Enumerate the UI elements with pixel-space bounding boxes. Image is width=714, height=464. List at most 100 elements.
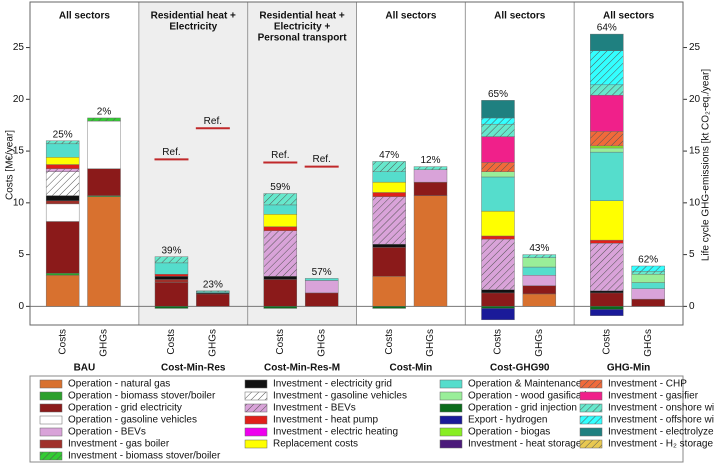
legend-swatch: [579, 439, 603, 449]
bar-segment: [154, 279, 189, 283]
bar-segment: [263, 214, 298, 227]
x-tick-label: Costs: [166, 329, 177, 355]
scope-label: All sectors: [385, 11, 437, 22]
legend-swatch: [439, 427, 463, 437]
bar-segment: [590, 50, 624, 86]
bar-segment: [590, 94, 624, 132]
bar-segment: [590, 33, 624, 51]
bar-segment: [590, 309, 624, 316]
bar-segment: [590, 243, 624, 292]
y-axis-title: Costs [M€/year]: [5, 130, 16, 200]
bar-segment: [481, 292, 515, 307]
bar-segment: [522, 285, 557, 295]
bar-label: 59%: [270, 182, 290, 193]
y2-tick-label: 20: [689, 94, 701, 105]
bar-segment: [263, 276, 298, 280]
legend-swatch: [439, 391, 463, 401]
bar-segment: [481, 308, 515, 321]
bar-segment: [590, 147, 624, 153]
ref-label: Ref.: [271, 150, 289, 161]
bar-segment: [481, 289, 515, 294]
bar-segment: [631, 298, 665, 307]
scenario-label: Cost-Min-Res: [161, 363, 226, 374]
bar-segment: [631, 274, 665, 283]
bar-label: 57%: [312, 267, 332, 278]
bar-segment: [45, 275, 80, 307]
bar-segment: [196, 290, 230, 293]
bar-segment: [372, 171, 406, 183]
bar-segment: [522, 266, 557, 276]
legend-swatch: [244, 439, 268, 449]
bar-segment: [263, 193, 298, 206]
legend-label: Operation - grid injection: [468, 403, 577, 414]
bar-segment: [522, 293, 557, 307]
y2-tick-label: 10: [689, 197, 701, 208]
x-tick-label: GHGs: [99, 329, 110, 357]
scenario-label: BAU: [74, 363, 96, 374]
y-tick-label: 25: [13, 42, 25, 53]
bar-segment: [45, 143, 80, 158]
scope-label: Residential heat +: [259, 11, 344, 22]
bar-segment: [263, 279, 298, 307]
bar-segment: [481, 136, 515, 163]
bar-segment: [631, 288, 665, 300]
y2-tick-label: 0: [689, 301, 695, 312]
scope-label: Personal transport: [258, 33, 348, 44]
bar-segment: [154, 282, 189, 307]
legend-swatch: [439, 379, 463, 389]
y2-axis-title: Life cycle GHG-emissions [kt CO₂-eq./yea…: [701, 69, 712, 261]
bar-segment: [481, 100, 515, 119]
bar-segment: [263, 226, 298, 231]
y-tick-label: 15: [13, 146, 25, 157]
bar-segment: [45, 195, 80, 201]
legend-swatch: [439, 439, 463, 449]
legend-swatch: [579, 415, 603, 425]
bar-segment: [154, 276, 189, 280]
bar-segment: [45, 221, 80, 274]
y-tick-label: 0: [18, 301, 24, 312]
bar-segment: [481, 235, 515, 240]
bar-segment: [45, 168, 80, 172]
bar-segment: [522, 254, 557, 258]
legend-swatch: [579, 391, 603, 401]
legend-swatch: [579, 403, 603, 413]
bar-segment: [45, 171, 80, 196]
legend-label: Investment - gas boiler: [68, 439, 170, 450]
scope-label: Electricity +: [274, 22, 331, 33]
legend-swatch: [244, 391, 268, 401]
bar-segment: [481, 176, 515, 212]
legend-swatch: [244, 403, 268, 413]
legend-label: Operation - wood gasification: [468, 391, 598, 402]
legend-label: Investment - offshore wind: [608, 415, 714, 426]
legend-label: Investment - electricity grid: [273, 379, 392, 390]
bar-segment: [372, 244, 406, 248]
legend-label: Operation & Maintenance: [468, 379, 582, 390]
bar-segment: [45, 273, 80, 276]
bar-segment: [590, 290, 624, 294]
bar-segment: [590, 239, 624, 244]
bar-segment: [372, 181, 406, 193]
y-tick-label: 5: [18, 249, 24, 260]
legend-swatch: [244, 379, 268, 389]
x-tick-label: Costs: [57, 329, 68, 355]
legend-swatch: [39, 379, 63, 389]
x-tick-label: Costs: [601, 329, 612, 355]
bar-segment: [590, 200, 624, 241]
y2-tick-label: 25: [689, 42, 701, 53]
scenario-label: Cost-Min-Res-M: [264, 363, 340, 374]
legend-label: Export - hydrogen: [468, 415, 548, 426]
scenario-label: GHG-Min: [607, 363, 650, 374]
legend-label: Investment - CHP: [608, 379, 687, 390]
bar-segment: [372, 306, 406, 309]
legend-swatch: [39, 403, 63, 413]
scope-label: Residential heat +: [151, 11, 236, 22]
bar-segment: [413, 195, 448, 307]
bar-segment: [590, 306, 624, 310]
legend-swatch: [39, 439, 63, 449]
bar-segment: [263, 230, 298, 277]
bar-segment: [263, 204, 298, 215]
bar-segment: [87, 196, 121, 307]
legend-label: Replacement costs: [273, 439, 358, 450]
legend-swatch: [579, 379, 603, 389]
legend-label: Investment - gasifier: [608, 391, 699, 402]
